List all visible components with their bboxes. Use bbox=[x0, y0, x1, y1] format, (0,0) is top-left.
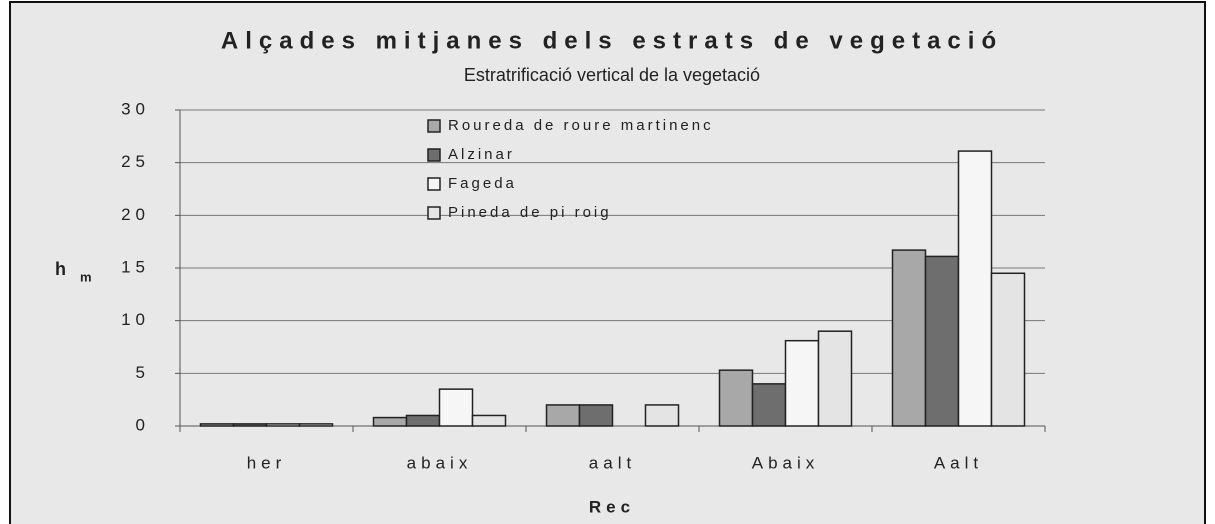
y-tick-label: 5 bbox=[136, 363, 150, 382]
bar bbox=[298, 423, 334, 427]
legend-swatch bbox=[427, 177, 441, 191]
bar bbox=[405, 414, 441, 427]
y-tick-label: 30 bbox=[121, 99, 150, 118]
legend-label: Pineda de pi roig bbox=[448, 204, 612, 221]
bar bbox=[545, 404, 581, 427]
bar bbox=[817, 330, 853, 427]
bar bbox=[265, 423, 301, 427]
x-tick-label: Abaix bbox=[752, 453, 820, 472]
bar bbox=[578, 404, 614, 427]
legend-label: Alzinar bbox=[448, 146, 515, 163]
bar bbox=[784, 339, 820, 427]
y-tick-label: 15 bbox=[121, 257, 150, 276]
y-tick-label: 20 bbox=[121, 205, 150, 224]
x-tick-label: her bbox=[247, 453, 287, 472]
y-tick-label: 10 bbox=[121, 310, 150, 329]
bar bbox=[924, 255, 960, 427]
legend-swatch bbox=[427, 206, 441, 220]
bar bbox=[232, 423, 268, 427]
chart-subtitle: Estratrificació vertical de la vegetació bbox=[464, 65, 760, 85]
y-axis-label-sub: m bbox=[80, 269, 92, 284]
bar bbox=[438, 388, 474, 427]
legend-swatch bbox=[427, 119, 441, 133]
x-tick-label: aalt bbox=[589, 453, 636, 472]
y-tick-label: 0 bbox=[136, 415, 150, 434]
bar bbox=[718, 369, 754, 427]
x-tick-label: Aalt bbox=[934, 453, 983, 472]
bar bbox=[891, 249, 927, 427]
chart-frame bbox=[9, 1, 1206, 524]
bar bbox=[644, 404, 680, 427]
y-axis-label: h bbox=[55, 259, 66, 279]
bar bbox=[372, 416, 408, 427]
legend-label: Fageda bbox=[448, 175, 517, 192]
bar bbox=[471, 414, 507, 427]
x-tick-label: abaix bbox=[407, 453, 473, 472]
bar bbox=[751, 383, 787, 427]
legend-label: Roureda de roure martinenc bbox=[448, 117, 714, 134]
bar bbox=[990, 272, 1026, 427]
x-axis-label: Rec bbox=[589, 497, 635, 516]
legend-swatch bbox=[427, 148, 441, 162]
y-tick-label: 25 bbox=[121, 152, 150, 171]
chart-title: Alçades mitjanes dels estrats de vegetac… bbox=[221, 27, 1003, 54]
bar bbox=[199, 423, 235, 427]
bar bbox=[957, 150, 993, 427]
